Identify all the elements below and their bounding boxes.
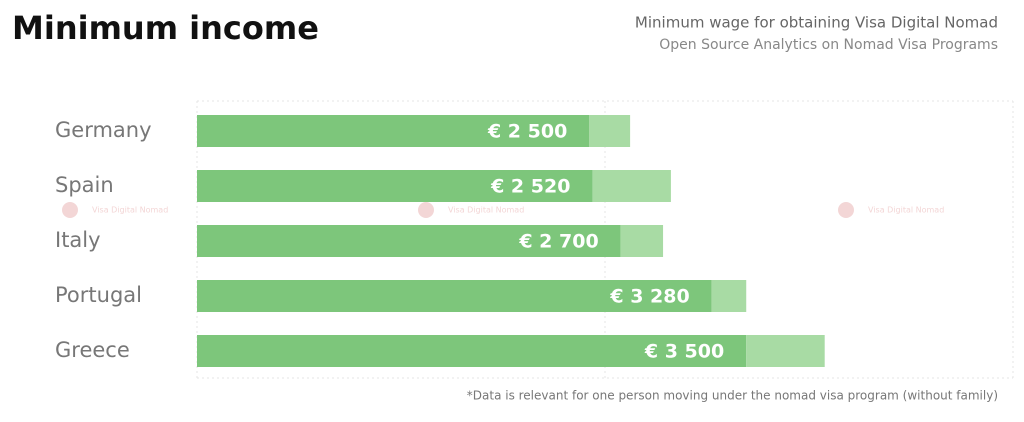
bar [620,225,664,257]
watermark-icon [838,202,854,218]
bar [711,280,747,312]
bar [197,170,593,202]
watermark: Visa Digital Nomad [448,206,524,215]
y-tick-label: Portugal [55,283,142,307]
bar [197,280,712,312]
bar [197,115,590,147]
footnote: *Data is relevant for one person moving … [467,389,998,403]
value-label: € 2 700 [518,231,598,253]
watermark-icon [62,202,78,218]
watermarks: Visa Digital Nomad Visa Digital Nomad Vi… [62,202,944,218]
y-tick-label: Germany [55,118,152,142]
value-label: € 3 280 [609,286,689,308]
subtitle: Open Source Analytics on Nomad Visa Prog… [659,37,998,53]
value-label: € 2 500 [487,121,567,143]
value-label: € 3 500 [644,341,724,363]
bar [592,170,671,202]
subtitle: Minimum wage for obtaining Visa Digital … [635,14,998,32]
bar [197,335,747,367]
watermark: Visa Digital Nomad [92,206,168,215]
y-tick-label: Greece [55,338,130,362]
value-label: € 2 520 [490,176,570,198]
y-tick-label: Spain [55,173,114,197]
chart-title: Minimum income [12,9,319,47]
watermark-icon [418,202,434,218]
bar [197,225,621,257]
bar [589,115,631,147]
bar [746,335,825,367]
watermark: Visa Digital Nomad [868,206,944,215]
y-tick-label: Italy [55,228,101,252]
grid [196,100,1014,379]
